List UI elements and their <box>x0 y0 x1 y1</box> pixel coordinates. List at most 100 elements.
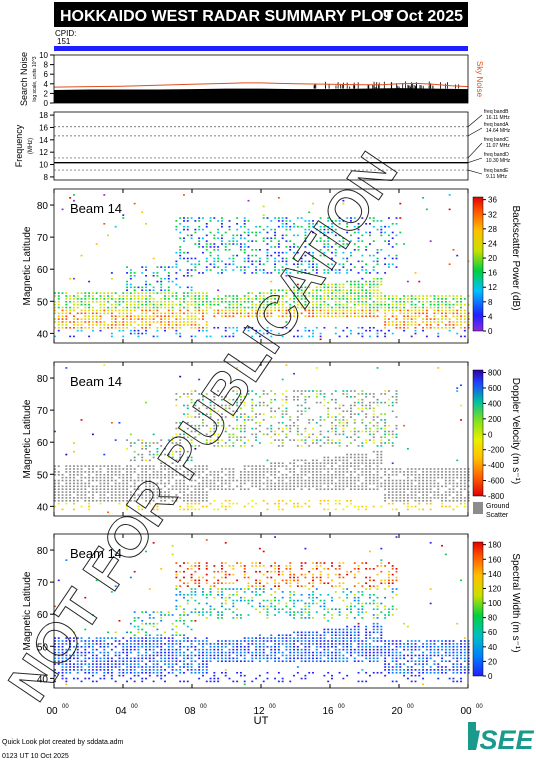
echo-cell <box>296 410 299 413</box>
y-tick-label: 6 <box>44 70 49 79</box>
echo-cell <box>270 654 273 657</box>
echo-cell <box>338 479 341 482</box>
echo-cell <box>376 459 379 462</box>
echo-cell <box>391 433 394 436</box>
echo-cell <box>217 611 220 613</box>
echo-cell <box>148 468 151 470</box>
echo-cell <box>110 648 113 651</box>
echo-cell <box>224 312 227 315</box>
echo-cell <box>167 286 170 289</box>
echo-cell <box>293 462 295 465</box>
echo-cell <box>414 491 417 493</box>
echo-cell <box>110 473 113 476</box>
echo-cell <box>262 214 265 216</box>
echo-cell <box>365 416 368 418</box>
echo-cell <box>243 591 246 593</box>
echo-cell <box>228 433 231 436</box>
echo-cell <box>126 648 129 651</box>
echo-cell <box>152 335 155 338</box>
echo-cell <box>258 300 261 303</box>
echo-cell <box>107 298 110 300</box>
echo-cell <box>171 303 174 306</box>
echo-cell <box>243 479 246 482</box>
echo-cell <box>327 436 330 439</box>
echo-cell <box>395 318 398 320</box>
echo-cell <box>353 419 356 421</box>
echo-cell <box>376 468 379 470</box>
echo-cell <box>80 471 83 473</box>
echo-cell <box>308 228 311 231</box>
echo-cell <box>171 485 174 488</box>
echo-cell <box>346 479 349 482</box>
echo-cell <box>183 637 185 639</box>
echo-cell <box>274 439 277 441</box>
echo-cell <box>463 318 466 320</box>
echo-cell <box>319 306 322 309</box>
echo-cell <box>179 485 182 488</box>
echo-cell <box>327 272 330 274</box>
echo-cell <box>361 407 364 410</box>
echo-cell <box>160 654 163 657</box>
echo-cell <box>342 476 345 479</box>
echo-cell <box>338 502 341 505</box>
echo-cell <box>255 502 258 505</box>
echo-cell <box>312 266 314 268</box>
echo-cell <box>266 404 269 407</box>
echo-cell <box>350 269 352 271</box>
echo-cell <box>114 637 117 639</box>
echo-cell <box>194 494 197 496</box>
echo-cell <box>171 295 174 297</box>
echo-cell <box>334 283 337 286</box>
echo-cell <box>414 471 417 473</box>
echo-cell <box>281 462 284 465</box>
echo-cell <box>122 321 125 323</box>
echo-cell <box>372 240 375 242</box>
echo-cell <box>376 303 379 306</box>
echo-cell <box>251 231 254 234</box>
echo-cell <box>213 576 216 579</box>
echo-cell <box>145 318 147 320</box>
echo-cell <box>198 393 201 395</box>
echo-cell <box>107 309 110 312</box>
echo-cell <box>57 318 60 320</box>
echo-cell <box>167 488 170 491</box>
echo-cell <box>277 303 280 306</box>
echo-cell <box>186 220 189 222</box>
echo-cell <box>414 306 417 309</box>
echo-cell <box>141 447 144 450</box>
echo-cell <box>243 427 246 430</box>
echo-cell <box>380 292 383 294</box>
echo-cell <box>289 499 292 502</box>
echo-cell <box>213 445 216 447</box>
echo-cell <box>274 657 277 660</box>
echo-cell <box>224 582 227 585</box>
echo-cell <box>190 289 193 292</box>
echo-cell <box>285 234 288 237</box>
echo-cell <box>220 596 223 599</box>
band-leader-line <box>467 127 483 137</box>
echo-cell <box>198 292 201 294</box>
echo-cell <box>429 497 432 499</box>
echo-cell <box>190 497 193 499</box>
echo-cell <box>224 263 227 266</box>
echo-cell <box>334 502 337 505</box>
beam-label: Beam 14 <box>70 374 122 389</box>
echo-cell <box>164 614 166 616</box>
echo-cell <box>433 476 436 479</box>
echo-cell <box>228 315 231 318</box>
echo-cell <box>175 315 178 318</box>
echo-cell <box>395 468 398 470</box>
echo-cell <box>72 303 75 306</box>
echo-cell <box>88 324 91 326</box>
echo-cell <box>217 471 220 473</box>
echo-cell <box>410 315 413 318</box>
echo-cell <box>380 439 383 441</box>
echo-cell <box>270 565 273 567</box>
echo-cell <box>236 329 239 332</box>
echo-cell <box>137 300 140 303</box>
echo-cell <box>262 303 265 306</box>
echo-cell <box>103 494 106 496</box>
echo-cell <box>414 505 417 508</box>
echo-cell <box>312 439 314 441</box>
echo-cell <box>323 240 326 242</box>
